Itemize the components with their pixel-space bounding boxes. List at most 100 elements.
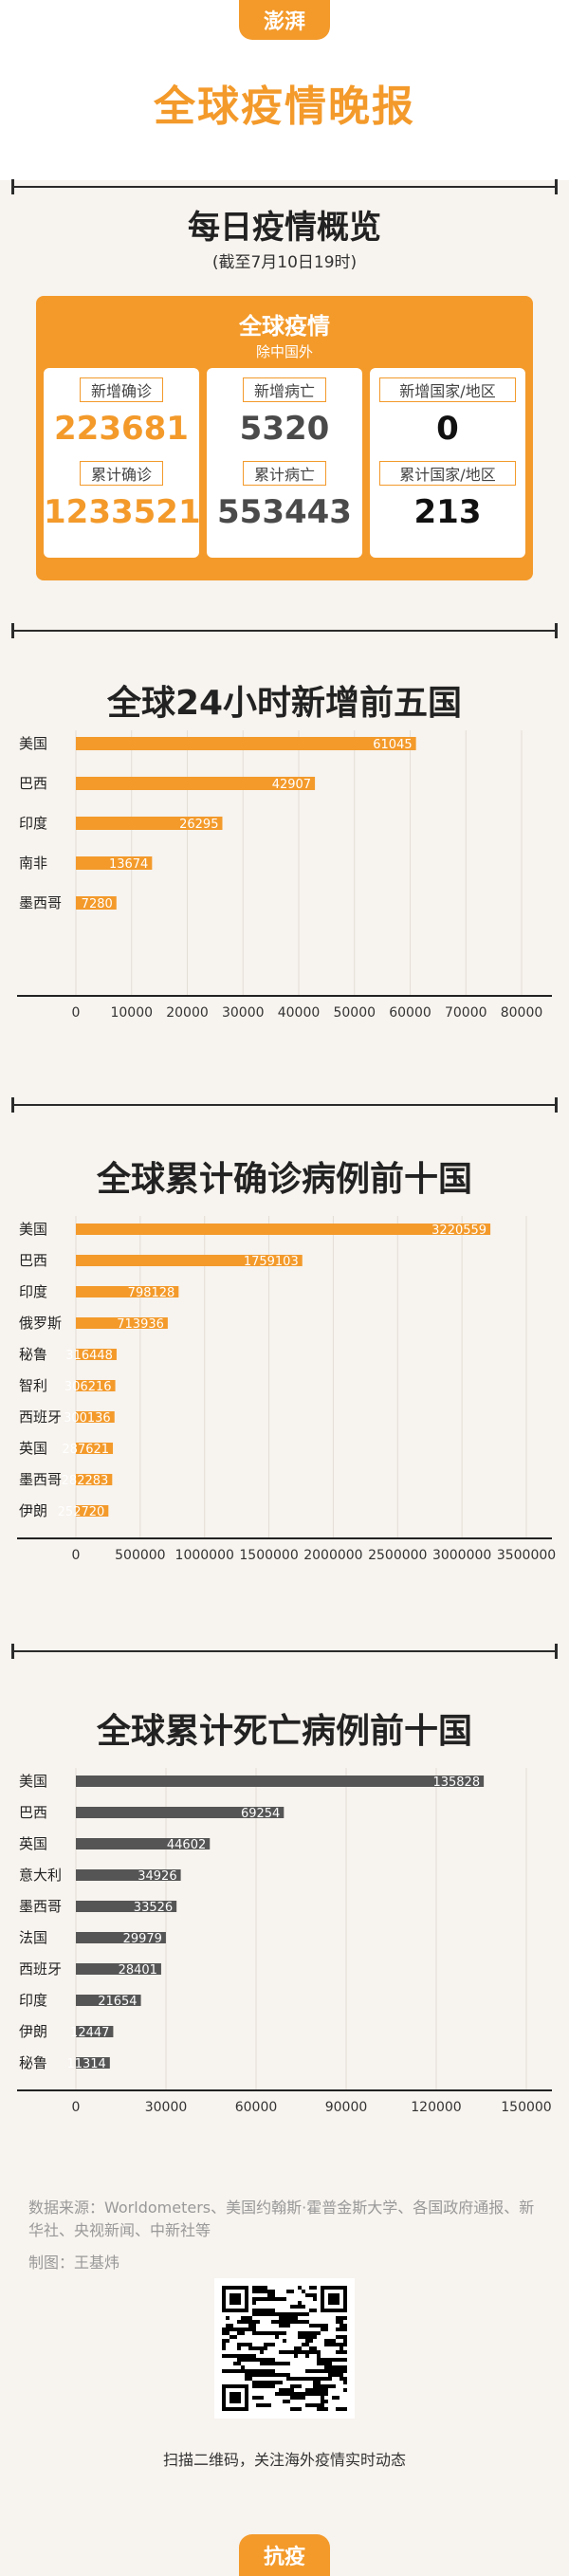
- total-confirmed-value: 12335219: [44, 493, 224, 531]
- category-label: 伊朗: [19, 2023, 47, 2040]
- category-label: 南非: [19, 855, 47, 872]
- bar: [76, 2057, 110, 2069]
- data-label: 7280: [82, 897, 113, 911]
- bar: [76, 1411, 115, 1423]
- category-label: 墨西哥: [19, 1471, 62, 1488]
- bar: [76, 856, 153, 870]
- deaths-box: 新增病亡 5320 累计病亡 553443: [207, 368, 362, 558]
- bar: [76, 1286, 179, 1297]
- category-label: 秘鲁: [19, 1346, 47, 1363]
- chart-title-deaths-top10: 全球累计死亡病例前十国: [96, 1712, 472, 1751]
- tick-label: 1000000: [175, 1548, 234, 1563]
- tick-label: 0: [72, 1005, 81, 1021]
- brand-logo: 澎湃: [239, 0, 330, 40]
- bar: [76, 1776, 485, 1787]
- data-label: 34926: [138, 1869, 176, 1884]
- tick-label: 50000: [333, 1005, 376, 1021]
- category-label: 墨西哥: [19, 1898, 62, 1915]
- total-countries-label: 累计国家/地区: [379, 461, 516, 486]
- page-title: 全球疫情晚报: [154, 83, 415, 131]
- total-confirmed-label: 累计确诊: [80, 461, 163, 486]
- new-deaths-label: 新增病亡: [243, 377, 326, 402]
- category-label: 智利: [19, 1377, 47, 1394]
- data-label: 69254: [241, 1807, 280, 1821]
- data-label: 61045: [373, 738, 412, 752]
- category-label: 墨西哥: [19, 894, 62, 911]
- bar: [76, 1932, 166, 1943]
- data-label: 44602: [167, 1838, 206, 1852]
- category-label: 英国: [19, 1440, 47, 1457]
- category-label: 意大利: [19, 1867, 62, 1884]
- data-source: 数据来源：Worldometers、美国约翰斯·霍普金斯大学、各国政府通报、新华…: [28, 2199, 535, 2239]
- chart-new-top5: 0 10000 20000 30000 40000 50000 60000 70000 8000…: [17, 730, 552, 1021]
- chart-confirmed-top10: 0 500000 1000000 1500000 2000000 2500000 30000…: [17, 1216, 556, 1563]
- tick-label: 20000: [166, 1005, 209, 1021]
- bar: [76, 1963, 161, 1975]
- bar: [76, 817, 223, 830]
- section-divider: [11, 1097, 558, 1113]
- bar: [76, 737, 416, 750]
- tick-label: 120000: [411, 2100, 461, 2115]
- bar: [76, 1224, 491, 1235]
- new-confirmed-label: 新增确诊: [80, 377, 163, 402]
- tick-label: 0: [72, 2100, 81, 2115]
- data-label: 135828: [432, 1776, 480, 1790]
- tick-label: 500000: [115, 1548, 165, 1563]
- tick-label: 10000: [110, 1005, 153, 1021]
- data-label: 3220559: [431, 1224, 486, 1238]
- data-label: 33526: [134, 1901, 173, 1915]
- chart-maker: 制图：王基炜: [28, 2254, 120, 2272]
- bar: [76, 1380, 116, 1391]
- category-label: 秘鲁: [19, 2054, 47, 2071]
- tick-label: 1500000: [239, 1548, 298, 1563]
- category-label: 巴西: [19, 1804, 47, 1821]
- qr-code[interactable]: [214, 2278, 355, 2419]
- section-divider: [11, 623, 558, 638]
- tick-label: 80000: [501, 1005, 543, 1021]
- category-label: 印度: [19, 1283, 47, 1300]
- bottom-tab: 抗疫: [239, 2534, 330, 2576]
- section-divider: [11, 1644, 558, 1659]
- bar: [76, 896, 117, 910]
- total-countries-value: 213: [413, 493, 482, 531]
- bar: [76, 1505, 109, 1517]
- tick-label: 2500000: [368, 1548, 427, 1563]
- category-label: 伊朗: [19, 1502, 47, 1519]
- data-label: 26295: [179, 818, 218, 832]
- new-countries-value: 0: [436, 410, 459, 448]
- data-label: 798128: [128, 1286, 175, 1300]
- tick-label: 30000: [222, 1005, 265, 1021]
- tick-label: 3500000: [497, 1548, 556, 1563]
- data-label: 29979: [123, 1932, 162, 1946]
- data-label: 12447: [70, 2026, 109, 2040]
- countries-box: 新增国家/地区 0 累计国家/地区 213: [370, 368, 525, 558]
- bar: [76, 1995, 141, 2006]
- bar: [76, 1349, 117, 1360]
- section-divider: [11, 179, 558, 194]
- category-label: 巴西: [19, 775, 47, 792]
- bar: [76, 2026, 114, 2037]
- chart-title-new-top5: 全球24小时新增前五国: [106, 684, 463, 723]
- category-label: 西班牙: [19, 1960, 62, 1978]
- new-countries-label: 新增国家/地区: [379, 377, 516, 402]
- card-title: 全球疫情: [239, 313, 330, 340]
- data-label: 1759103: [244, 1255, 299, 1269]
- bar: [76, 1255, 303, 1266]
- category-label: 俄罗斯: [19, 1315, 62, 1332]
- category-label: 印度: [19, 1992, 47, 2009]
- chart-title-confirmed-top10: 全球累计确诊病例前十国: [96, 1160, 472, 1199]
- scan-hint: 扫描二维码，关注海外疫情实时动态: [162, 2451, 406, 2469]
- global-stats-card: 全球疫情 除中国外 新增确诊 223681 累计确诊 12335219 新增病亡…: [36, 296, 533, 580]
- total-deaths-label: 累计病亡: [243, 461, 326, 486]
- bar: [76, 1869, 181, 1881]
- tick-label: 90000: [325, 2100, 368, 2115]
- bar: [76, 1901, 177, 1912]
- overview-title: 每日疫情概览: [188, 209, 381, 247]
- new-deaths-value: 5320: [239, 410, 330, 448]
- category-label: 美国: [19, 735, 47, 752]
- tick-label: 70000: [445, 1005, 487, 1021]
- total-deaths-value: 553443: [217, 493, 352, 531]
- confirmed-box: 新增确诊 223681 累计确诊 12335219: [44, 368, 224, 558]
- data-label: 282283: [62, 1474, 109, 1488]
- data-label: 13674: [109, 857, 148, 872]
